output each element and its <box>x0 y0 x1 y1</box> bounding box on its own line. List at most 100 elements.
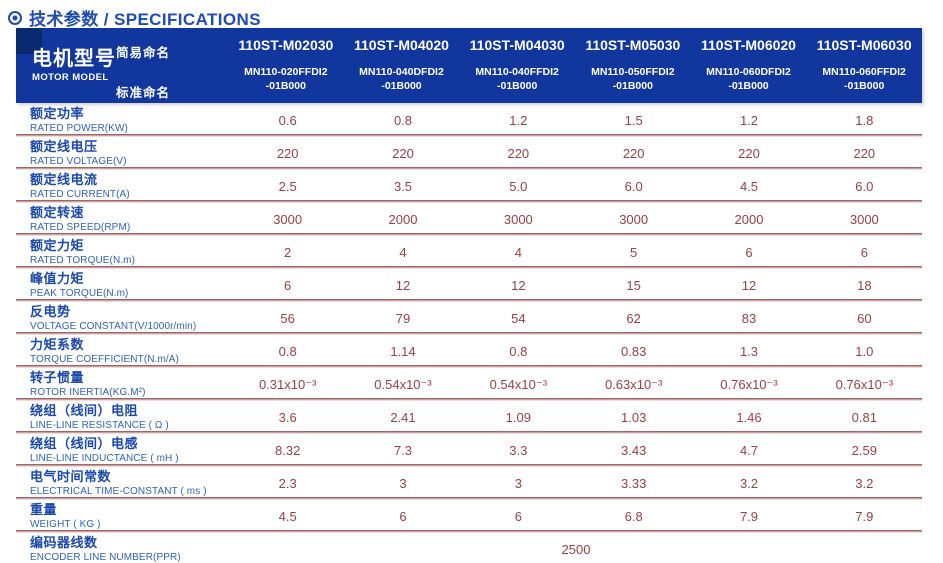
model-simple-name: 110ST-M04020 <box>354 37 449 53</box>
spec-value: 1.2 <box>739 113 759 128</box>
motor-model-label-en: MOTOR MODEL <box>32 72 109 83</box>
spec-value: 4.5 <box>278 509 297 524</box>
spec-value: 2.3 <box>278 476 297 491</box>
spec-value: 5.0 <box>509 179 528 194</box>
table-row-voltage-constant-v-1000r-min: 反电势 VOLTAGE CONSTANT(V/1000r/min) 56 79 54 62… <box>16 302 922 335</box>
spec-value: 3000 <box>849 212 879 227</box>
spec-value: 60 <box>857 311 872 326</box>
row-label-zh: 编码器线数 <box>30 534 98 550</box>
table-row-rotor-inertia-kg-m: 转子惯量 ROTOR INERTIA(KG.M²) 0.31x10⁻³ 0.54x10… <box>16 368 922 401</box>
spec-value: 0.81 <box>851 410 877 425</box>
spec-value: 0.8 <box>509 344 528 359</box>
motor-model-label-zh: 电机型号 <box>32 48 116 70</box>
row-label-en: LINE-LINE INDUCTANCE ( mH ) <box>30 452 179 464</box>
row-label: 电气时间常数 ELECTRICAL TIME-CONSTANT ( ms ) <box>16 469 230 497</box>
row-label-en: RATED TORQUE(N.m) <box>30 254 136 266</box>
row-label-zh: 反电势 <box>30 303 71 319</box>
model-simple-name: 110ST-M02030 <box>238 37 334 53</box>
table-row-rated-voltage-v: 额定线电压 RATED VOLTAGE(V) 220 220 220 220 220 220 <box>16 137 922 170</box>
row-label-en: WEIGHT ( KG ) <box>30 518 101 530</box>
spec-value: 0.54x10⁻³ <box>489 376 548 392</box>
spec-value: 220 <box>392 146 414 161</box>
simple-name-label: 简易命名 <box>116 46 171 60</box>
model-simple-name: 110ST-M05030 <box>585 37 681 53</box>
spec-value: 0.76x10⁻³ <box>720 376 778 392</box>
row-label-zh: 力矩系数 <box>30 336 85 352</box>
row-label-en: ELECTRICAL TIME-CONSTANT ( ms ) <box>30 485 207 497</box>
spec-value: 220 <box>853 146 876 161</box>
spec-value: 2000 <box>734 212 764 227</box>
spec-value: 1.3 <box>739 344 759 359</box>
row-label: 反电势 VOLTAGE CONSTANT(V/1000r/min) <box>16 303 230 332</box>
row-label-en: VOLTAGE CONSTANT(V/1000r/min) <box>30 320 197 332</box>
header-model-column-110ST-M06030: 110ST-M06030 MN110-060FFDI2 -01B000 <box>806 28 922 103</box>
spec-value: 5 <box>630 245 638 260</box>
spec-value: 1.5 <box>624 113 643 128</box>
header-model-column-110ST-M04030: 110ST-M04030 MN110-040FFDI2 -01B000 <box>459 28 575 103</box>
spec-value: 54 <box>511 311 526 326</box>
table-row-rated-current-a: 额定线电流 RATED CURRENT(A) 2.5 3.5 5.0 6.0 4.5 6.0 <box>16 170 922 203</box>
spec-value: 6.8 <box>624 509 643 524</box>
spec-value: 0.63x10⁻³ <box>604 376 663 392</box>
row-label: 额定功率 RATED POWER(KW) <box>16 106 230 134</box>
row-label-en: RATED VOLTAGE(V) <box>30 155 127 167</box>
table-row-torque-coefficient-n-m-a: 力矩系数 TORQUE COEFFICIENT(N.m/A) 0.8 1.14 0.8 0… <box>16 335 922 368</box>
circled-dot-icon <box>8 10 22 25</box>
model-standard-name: MN110-040DFDI2 -01B000 <box>359 66 444 93</box>
row-label: 额定线电压 RATED VOLTAGE(V) <box>16 139 230 167</box>
row-label-en: PEAK TORQUE(N.m) <box>30 287 129 299</box>
spec-value: 2.41 <box>390 410 416 425</box>
spec-value: 0.31x10⁻³ <box>258 376 317 392</box>
spec-value: 220 <box>276 146 299 161</box>
spec-value: 79 <box>395 311 411 326</box>
model-standard-name: MN110-020FFDI2 -01B000 <box>244 66 328 93</box>
spec-value: 6 <box>745 245 753 260</box>
row-label-zh: 绕组（线间）电阻 <box>30 402 139 418</box>
row-label-en: RATED SPEED(RPM) <box>30 221 131 233</box>
row-label-en: ROTOR INERTIA(KG.M²) <box>30 386 146 398</box>
row-label: 峰值力矩 PEAK TORQUE(N.m) <box>16 271 230 299</box>
spec-value: 62 <box>626 311 641 326</box>
row-label: 额定转速 RATED SPEED(RPM) <box>16 205 230 233</box>
spec-value: 0.8 <box>278 344 297 359</box>
row-label-zh: 转子惯量 <box>30 369 85 385</box>
spec-value: 1.03 <box>621 410 647 425</box>
model-simple-name: 110ST-M04030 <box>469 37 565 53</box>
spec-value: 6 <box>399 509 407 524</box>
spec-value: 0.6 <box>278 113 297 128</box>
row-label-zh: 重量 <box>30 501 58 517</box>
header-model-column-110ST-M05030: 110ST-M05030 MN110-050FFDI2 -01B000 <box>575 28 691 103</box>
spec-value: 1.14 <box>390 344 416 359</box>
row-label: 编码器线数 ENCODER LINE NUMBER(PPR) <box>16 534 230 563</box>
table-row-line-line-resistance: 绕组（线间）电阻 LINE-LINE RESISTANCE ( Ω ) 3.6 2.4… <box>16 401 922 434</box>
row-label-zh: 额定力矩 <box>30 237 85 253</box>
spec-value: 3.3 <box>509 443 528 458</box>
spec-value: 3 <box>514 476 522 491</box>
spec-value-spanning: 2500 <box>561 542 591 557</box>
spec-value: 1.0 <box>855 344 874 359</box>
spec-value: 3.33 <box>621 476 647 491</box>
spec-value: 7.9 <box>739 509 759 524</box>
row-label: 额定线电流 RATED CURRENT(A) <box>16 172 230 200</box>
row-label: 额定力矩 RATED TORQUE(N.m) <box>16 237 230 266</box>
row-label-en: RATED POWER(KW) <box>30 122 128 134</box>
model-standard-name: MN110-060DFDI2 -01B000 <box>706 66 791 93</box>
specifications-table: 电机型号 MOTOR MODEL 简易命名 标准命名 110ST-M02030 M… <box>16 28 922 563</box>
header-motor-model-cell: 电机型号 MOTOR MODEL <box>16 28 116 103</box>
spec-value: 3 <box>399 476 407 491</box>
standard-name-label: 标准命名 <box>116 86 171 100</box>
page-title: 技术参数 / SPECIFICATIONS <box>0 0 943 30</box>
spec-value: 1.8 <box>855 113 874 128</box>
spec-value: 1.46 <box>736 410 762 425</box>
table-row-line-line-inductance-mh: 绕组（线间）电感 LINE-LINE INDUCTANCE ( mH ) 8.32 7… <box>16 434 922 467</box>
spec-value: 3000 <box>273 212 303 227</box>
spec-value: 2 <box>284 245 292 260</box>
spec-value: 0.83 <box>621 344 647 359</box>
spec-value: 83 <box>741 311 757 326</box>
table-header: 电机型号 MOTOR MODEL 简易命名 标准命名 110ST-M02030 M… <box>16 28 922 103</box>
table-row-rated-power-kw: 额定功率 RATED POWER(KW) 0.6 0.8 1.2 1.5 1.2 1.8 <box>16 104 922 137</box>
spec-value: 220 <box>622 146 645 161</box>
spec-value: 18 <box>857 278 872 293</box>
table-row-electrical-time-constant-ms: 电气时间常数 ELECTRICAL TIME-CONSTANT ( ms ) 2.3… <box>16 467 922 500</box>
